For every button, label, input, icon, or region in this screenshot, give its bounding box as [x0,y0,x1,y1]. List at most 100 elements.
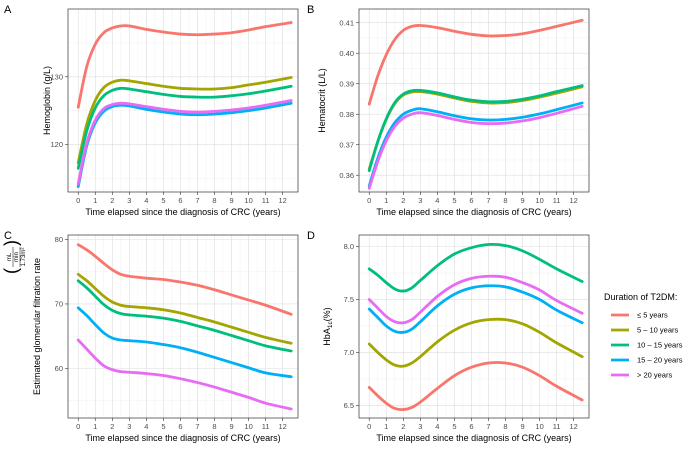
x-axis: 0 1 2 3 4 5 6 7 8 9 10 11 12 [367,192,578,205]
y-axis: 6.5 7.0 7.5 8.0 [344,242,359,410]
series-line--5-years [76,243,293,316]
series-group [367,18,584,190]
x-tick-label: 9 [520,196,524,205]
x-tick-label: 6 [469,422,473,431]
x-tick-label: 11 [553,196,561,205]
x-tick-label: 4 [435,422,439,431]
legend-item: ≤ 5 years [611,311,668,320]
legend-item: > 20 years [611,371,672,380]
x-axis: 0 1 2 3 4 5 6 7 8 9 10 11 12 [367,418,578,431]
x-tick-label: 8 [212,196,216,205]
x-tick-label: 8 [503,422,507,431]
x-tick-label: 1 [384,422,388,431]
x-tick-label: 4 [144,196,148,205]
series-line-5-10-years [367,317,584,368]
y-tick-label: 130 [50,72,63,81]
panel-b: 0 1 2 3 4 5 6 7 8 9 10 11 120.360.370.380.390.400.41… [307,4,590,217]
legend-label: 10 – 15 years [637,341,683,350]
series-line--5-years [76,21,293,109]
x-tick-label: 0 [76,196,80,205]
x-tick-label: 12 [569,422,577,431]
x-tick-label: 11 [553,422,561,431]
x-tick-label: 0 [367,196,371,205]
x-axis-title: Time elapsed since the diagnosis of CRC … [85,433,280,443]
x-axis: 0 1 2 3 4 5 6 7 8 9 10 11 12 [76,418,287,431]
x-tick-label: 1 [384,196,388,205]
panel-letter-a: A [4,4,12,16]
y-tick-label: 0.40 [339,49,354,58]
series-line--5-years [367,361,584,411]
plot-frame [358,234,590,419]
x-tick-label: 11 [262,196,270,205]
x-tick-label: 0 [76,422,80,431]
plot-background [68,9,298,192]
y-axis-title: Hemoglobin (g/L) [42,66,52,135]
legend-item: 15 – 20 years [611,356,683,365]
gridlines [359,9,589,192]
x-axis-title: Time elapsed since the diagnosis of CRC … [376,433,571,443]
series-line-15-20-years [76,306,293,379]
series-line--20-years [76,338,293,411]
series-line-10-15-years [367,84,584,173]
x-tick-label: 7 [195,422,199,431]
unit-denominator-1: min [14,252,20,262]
y-axis-unit: (mL min 1.73m²) [1,240,27,274]
y-tick-label: 0.37 [339,140,354,149]
legend-label: ≤ 5 years [637,311,668,320]
x-tick-label: 9 [520,422,524,431]
legend-title: Duration of T2DM: [604,292,677,302]
x-tick-label: 11 [262,422,270,431]
legend-label: > 20 years [637,371,672,380]
legend-item: 5 – 10 years [611,326,679,335]
series-line-15-20-years [76,101,293,188]
x-tick-label: 6 [178,422,182,431]
y-tick-label: 0.36 [339,171,354,180]
x-tick-label: 6 [469,196,473,205]
y-tick-label: 0.41 [339,18,354,27]
x-tick-label: 4 [435,196,439,205]
x-tick-label: 1 [93,196,97,205]
x-tick-label: 3 [418,422,422,431]
legend-label: 15 – 20 years [637,356,683,365]
x-tick-label: 12 [569,196,577,205]
x-tick-label: 9 [229,422,233,431]
x-tick-label: 10 [535,196,543,205]
gridlines [359,235,589,418]
x-tick-label: 5 [452,422,456,431]
series-group [76,21,293,188]
x-tick-label: 8 [212,422,216,431]
x-tick-label: 5 [452,196,456,205]
x-tick-label: 7 [195,196,199,205]
x-axis-title: Time elapsed since the diagnosis of CRC … [376,207,571,217]
y-tick-label: 70 [55,300,63,309]
y-tick-label: 8.0 [344,242,354,251]
y-axis: 120 130 [50,72,68,149]
x-axis: 0 1 2 3 4 5 6 7 8 9 10 11 12 [76,192,287,205]
x-tick-label: 4 [144,422,148,431]
series-line-15-20-years [367,101,584,188]
plot-frame [358,8,590,193]
x-tick-label: 8 [503,196,507,205]
x-tick-label: 7 [486,422,490,431]
y-tick-label: 6.5 [344,401,354,410]
x-tick-label: 3 [418,196,422,205]
series-line--20-years [367,104,584,190]
unit-paren-open: ( [1,268,21,274]
y-axis-title: Hematocrit (L/L) [317,68,327,133]
legend-label: 5 – 10 years [637,326,679,335]
y-axis-title: HbA1c(%) [322,307,334,345]
x-tick-label: 10 [244,422,252,431]
x-tick-label: 12 [278,196,286,205]
series-line--20-years [367,274,584,325]
panel-letter-b: B [307,4,314,16]
x-tick-label: 2 [110,196,114,205]
x-tick-label: 5 [161,196,165,205]
plot-frame [67,234,299,419]
x-tick-label: 5 [161,422,165,431]
series-line-10-15-years [76,279,293,353]
plot-frame [67,8,299,193]
series-group [367,242,584,411]
